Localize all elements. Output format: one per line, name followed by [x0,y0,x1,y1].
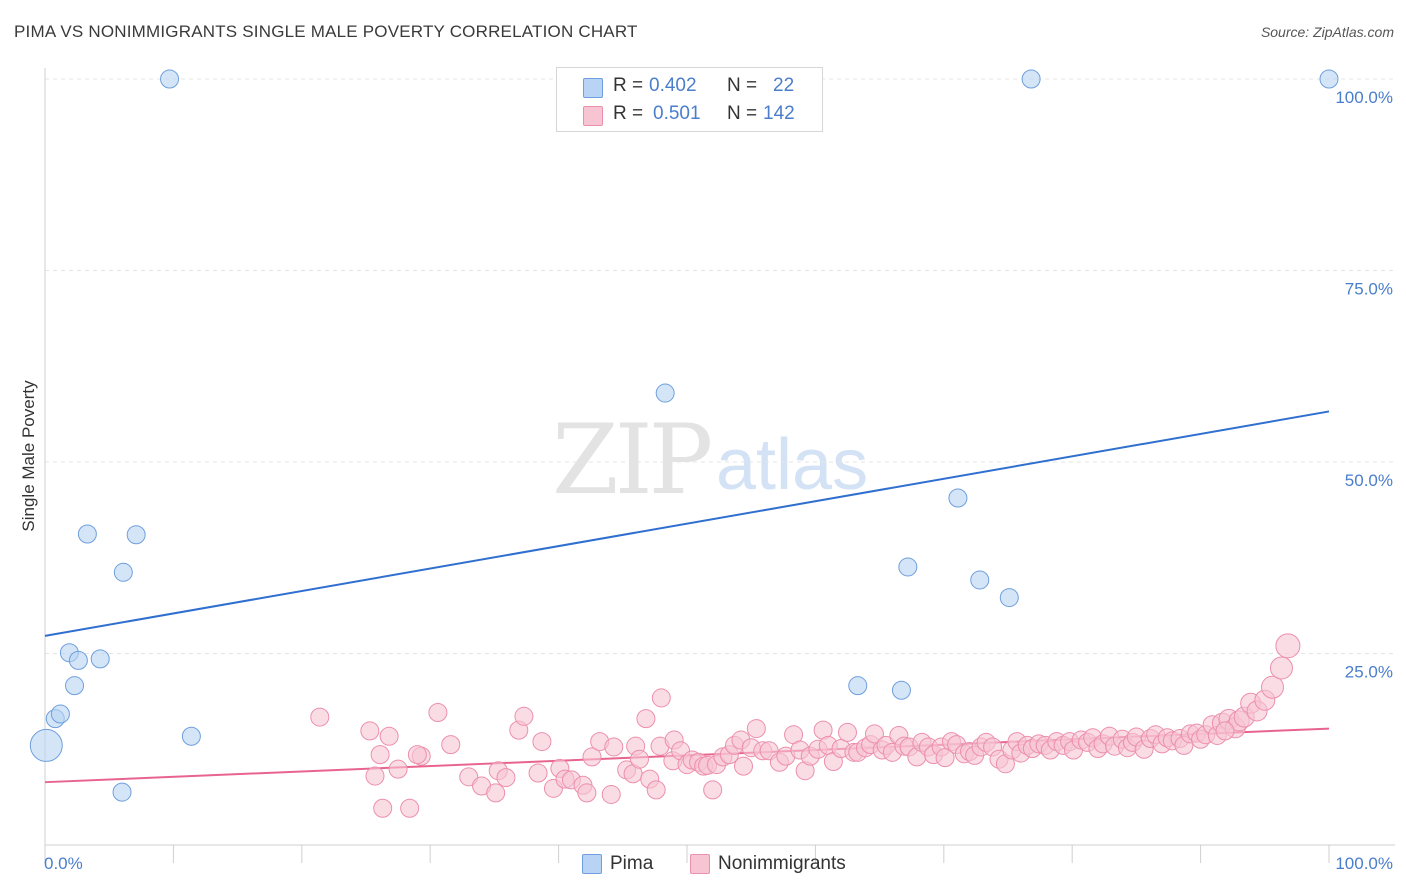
y-tick-label-1: 75.0% [1345,280,1393,299]
pima-point-4 [68,650,88,670]
nonimmigrants-point-145 [1275,633,1301,659]
pima-point-5 [65,676,85,696]
pima-point-6 [77,524,97,544]
nonimmigrants-r-value: 0.501 [653,103,701,124]
nonimmigrants-point-27 [582,747,602,767]
nonimmigrants-point-29 [601,784,621,804]
pima-swatch [583,78,603,98]
nonimmigrants-point-6 [388,759,408,779]
pima-point-17 [999,588,1019,608]
watermark-zip: ZIP [552,404,713,516]
y-tick-label-0: 100.0% [1335,88,1393,107]
pima-legend-swatch [582,854,602,874]
trendline-pima [44,410,1330,637]
correlation-legend: R = 0.402 N = 22 R = 0.501 N = 142 [556,67,823,132]
nonimmigrants-point-4 [373,798,393,818]
pima-point-16 [970,570,990,590]
nonimmigrants-point-5 [379,726,399,746]
nonimmigrants-point-87 [935,748,955,768]
pima-point-7 [90,649,110,669]
pima-point-18 [1021,69,1041,89]
nonimmigrants-point-7 [400,798,420,818]
pima-point-21 [891,680,911,700]
x-tick-label-min: 0.0% [44,854,83,873]
nonimmigrants-point-20 [532,732,552,752]
y-tick-label-2: 50.0% [1345,471,1393,490]
pima-point-8 [112,782,132,802]
y-axis-title: Single Male Poverty [19,380,38,532]
nonimmigrants-point-16 [496,768,516,788]
pima-n-label: N = [727,75,758,96]
legend-row-nonimmigrants: R = 0.501 N = 142 [557,101,820,129]
pima-point-11 [160,69,180,89]
nonimmigrants-point-26 [577,783,597,803]
pima-point-14 [898,557,918,577]
nonimmigrants-n-value: 142 [763,103,795,124]
pima-point-15 [948,488,968,508]
pima-point-2 [50,704,70,724]
nonimmigrants-point-11 [441,735,461,755]
nonimmigrants-point-9 [407,745,427,765]
gridlines [45,78,1395,654]
pima-point-0 [29,728,63,762]
pima-point-20 [848,676,868,696]
nonimmigrants-point-2 [365,766,385,786]
pima-point-9 [113,562,133,582]
chart-title: PIMA VS NONIMMIGRANTS SINGLE MALE POVERT… [14,22,638,41]
nonimmigrants-point-48 [703,780,723,800]
nonimmigrants-point-75 [864,724,884,744]
nonimmigrants-point-14 [486,783,506,803]
nonimmigrants-point-37 [646,780,666,800]
y-tick-label-3: 25.0% [1345,663,1393,682]
pima-r-label: R = [613,75,644,96]
nonimmigrants-point-1 [360,721,380,741]
nonimmigrants-point-54 [733,756,753,776]
axes [44,68,1395,863]
nonimmigrants-point-56 [746,719,766,739]
nonimmigrants-point-10 [428,702,448,722]
nonimmigrants-point-19 [528,763,548,783]
legend-row-pima: R = 0.402 N = 22 [557,73,820,101]
watermark-atlas: atlas [716,425,869,505]
pima-point-13 [655,383,675,403]
nonimmigrants-point-0 [310,707,330,727]
x-tick-label-max: 100.0% [1335,854,1393,873]
nonimmigrants-point-143 [1261,675,1285,699]
source-note: Source: ZipAtlas.com [1260,24,1394,40]
nonimmigrants-r-label: R = [613,103,644,124]
nonimmigrants-point-35 [636,709,656,729]
nonimmigrants-point-70 [838,722,857,742]
trend-lines [44,410,1330,784]
nonimmigrants-point-3 [370,745,390,765]
nonimmigrants-n-label: N = [727,103,758,124]
nonimmigrants-point-144 [1269,656,1293,680]
pima-n-value: 22 [773,75,795,96]
nonimmigrants-point-34 [629,749,649,769]
pima-point-12 [181,726,201,746]
nonimmigrants-point-18 [514,706,534,726]
nonimmigrants-swatch [583,106,603,126]
data-points [29,69,1339,818]
pima-legend-label: Pima [610,853,654,874]
pima-point-19 [1319,69,1339,89]
nonimmigrants-legend-swatch [690,854,710,874]
nonimmigrants-point-12 [459,767,479,787]
nonimmigrants-point-146 [1215,721,1235,741]
pima-r-value: 0.402 [649,75,697,96]
nonimmigrants-legend-label: Nonimmigrants [718,853,846,874]
pima-point-10 [126,525,146,545]
tick-labels: 100.0% 75.0% 50.0% 25.0% 0.0% 100.0% Single Ma… [19,88,1393,873]
nonimmigrants-point-30 [604,737,624,757]
nonimmigrants-point-39 [651,688,671,708]
series-legend: Pima Nonimmigrants [0,852,1406,878]
